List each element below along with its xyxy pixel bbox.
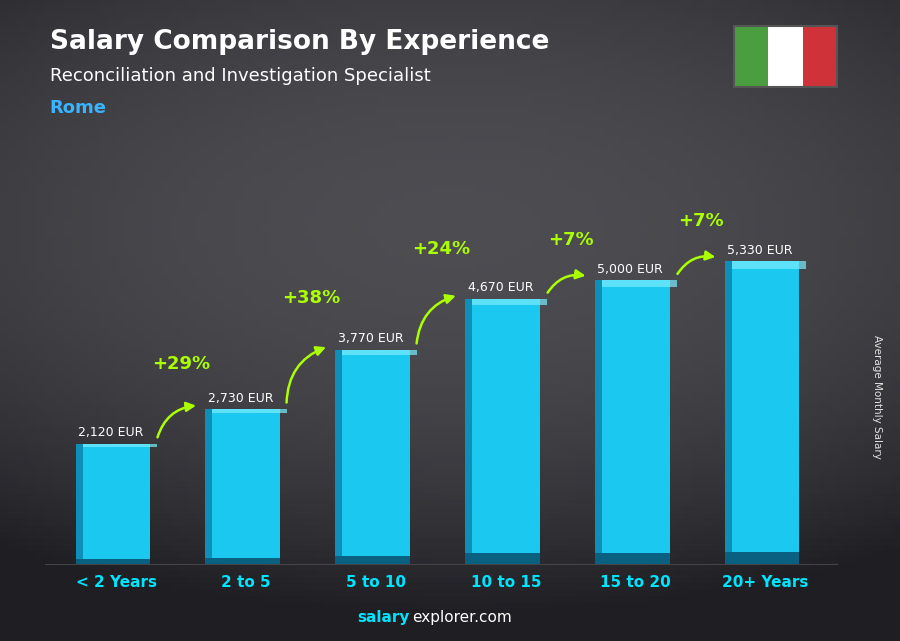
Text: 4,670 EUR: 4,670 EUR [468, 281, 533, 294]
Bar [212, 409, 280, 564]
Text: salary: salary [357, 610, 410, 625]
Text: 5,000 EUR: 5,000 EUR [598, 263, 663, 276]
Bar [465, 553, 540, 564]
Bar [768, 26, 803, 87]
Bar [602, 279, 677, 287]
Text: +38%: +38% [282, 288, 340, 306]
Bar [76, 559, 150, 564]
Bar [602, 279, 670, 564]
Text: explorer.com: explorer.com [412, 610, 512, 625]
Bar [335, 350, 342, 564]
Bar [724, 261, 732, 564]
Bar [465, 299, 472, 564]
Text: +24%: +24% [412, 240, 470, 258]
Bar [732, 261, 806, 269]
Text: 2,120 EUR: 2,120 EUR [78, 426, 143, 439]
Bar [734, 26, 768, 87]
Bar [205, 558, 280, 564]
Text: Average Monthly Salary: Average Monthly Salary [872, 335, 883, 460]
Bar [83, 444, 150, 564]
Bar [724, 552, 799, 564]
Text: Rome: Rome [50, 99, 106, 117]
Bar [803, 26, 837, 87]
Bar [342, 350, 410, 564]
Bar [595, 553, 670, 564]
Bar [472, 299, 547, 305]
Text: Salary Comparison By Experience: Salary Comparison By Experience [50, 29, 549, 55]
Text: +7%: +7% [548, 231, 594, 249]
Bar [205, 409, 212, 564]
Text: 5,330 EUR: 5,330 EUR [727, 244, 793, 257]
Bar [595, 279, 602, 564]
Bar [76, 444, 83, 564]
Bar [732, 261, 799, 564]
Text: 3,770 EUR: 3,770 EUR [338, 333, 403, 345]
Bar [342, 350, 417, 355]
Bar [83, 444, 158, 447]
Bar [472, 299, 540, 564]
Bar [335, 556, 410, 564]
Text: +29%: +29% [152, 355, 211, 373]
Text: 2,730 EUR: 2,730 EUR [208, 392, 274, 404]
Bar [212, 409, 287, 413]
Text: +7%: +7% [678, 212, 724, 230]
Text: Reconciliation and Investigation Specialist: Reconciliation and Investigation Special… [50, 67, 430, 85]
